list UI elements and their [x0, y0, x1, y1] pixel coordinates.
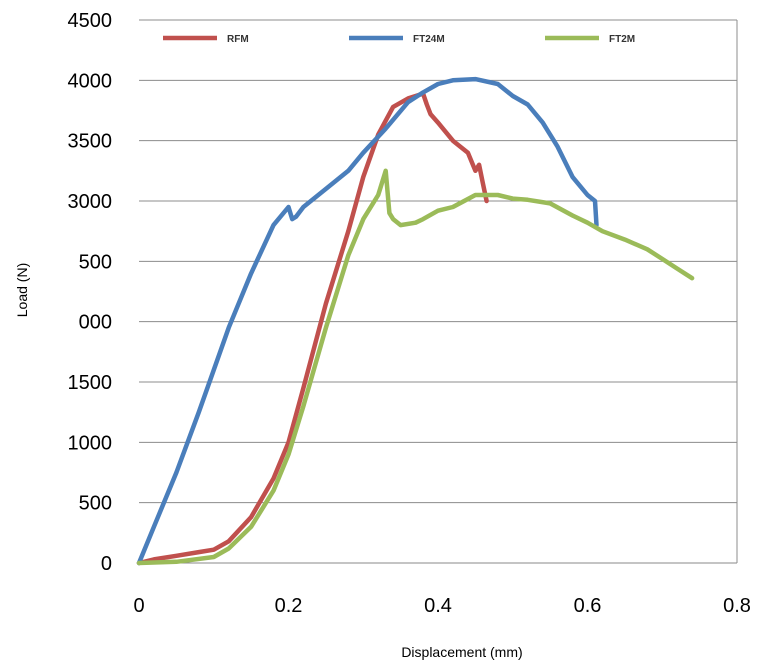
- x-tick-label: 0.4: [424, 595, 452, 617]
- y-tick-label: 1000: [68, 432, 113, 454]
- legend-label-rfm: RFM: [227, 34, 249, 45]
- x-tick-label: 0.6: [574, 595, 602, 617]
- y-tick-label: 4500: [68, 10, 113, 32]
- series-line-ft24m: [136, 76, 599, 566]
- series-line-ft2m: [136, 168, 695, 566]
- legend-label-ft2m: FT2M: [609, 34, 635, 45]
- x-tick-labels: 0 0.2 0.4 0.6 0.8: [133, 595, 750, 617]
- gridlines: [139, 19, 738, 564]
- y-tick-label: 0: [101, 553, 112, 575]
- y-tick-label: 1500: [68, 372, 113, 394]
- series-line-rfm: [136, 91, 489, 566]
- y-tick-label: 3500: [68, 131, 113, 153]
- y-tick-label: 000: [79, 312, 112, 334]
- x-tick-label: 0.2: [275, 595, 303, 617]
- y-tick-label: 500: [79, 493, 112, 515]
- x-tick-label: 0: [133, 595, 144, 617]
- x-tick-label: 0.8: [723, 595, 751, 617]
- y-tick-label: 3000: [68, 191, 113, 213]
- series-lines: [136, 76, 695, 566]
- y-tick-labels: 0 500 1000 1500 000 500 3000 3500 4000 4500: [68, 10, 113, 575]
- y-tick-label: 4000: [68, 70, 113, 92]
- legend-label-ft24m: FT24M: [413, 34, 445, 45]
- x-axis-title: Displacement (mm): [401, 644, 522, 660]
- legend: RFM FT24M FT2M: [163, 34, 635, 45]
- y-tick-label: 500: [79, 251, 112, 273]
- y-axis-title: Load (N): [14, 263, 30, 317]
